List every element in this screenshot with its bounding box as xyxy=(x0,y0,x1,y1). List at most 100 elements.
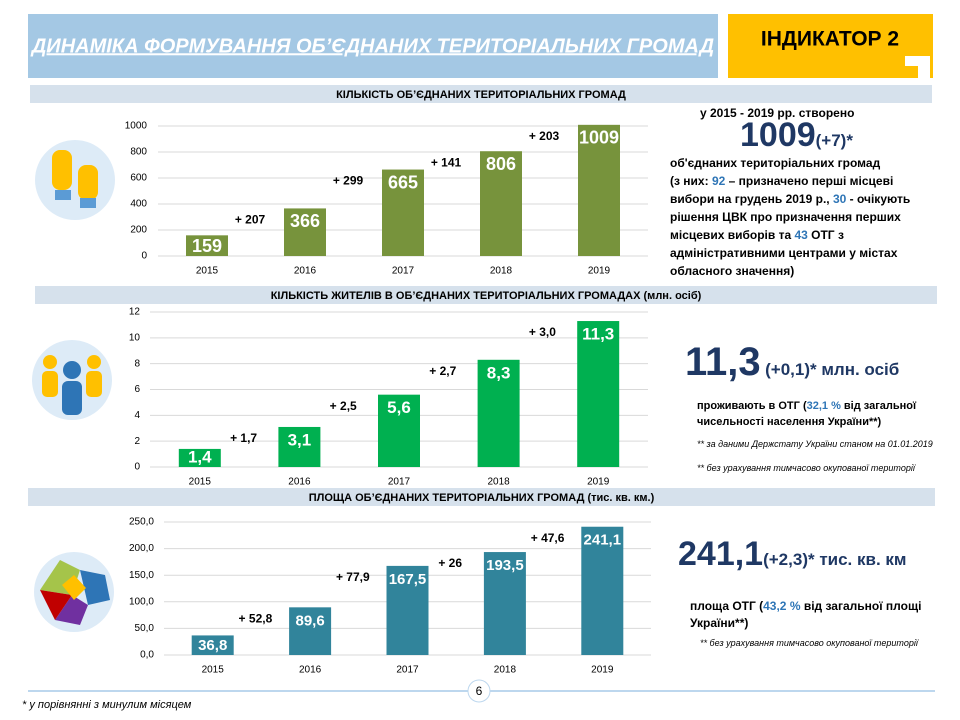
x-tick-label: 2016 xyxy=(288,477,311,488)
chart-title-strip xyxy=(35,286,937,304)
y-tick-label: 400 xyxy=(130,199,147,210)
y-tick-label: 800 xyxy=(130,147,147,158)
bar xyxy=(386,565,429,655)
x-tick-label: 2019 xyxy=(587,477,610,488)
annotation: + 47,6 xyxy=(531,531,565,545)
bar xyxy=(480,151,522,256)
y-tick-label: 250,0 xyxy=(129,517,154,528)
value-label: 89,6 xyxy=(295,612,324,629)
y-tick-label: 600 xyxy=(130,173,147,184)
text: від загальної площі України**) xyxy=(690,599,922,630)
annotation: + 3,0 xyxy=(529,325,556,339)
bar xyxy=(284,208,326,256)
headline-value: 11,3 xyxy=(685,340,761,384)
icon-map xyxy=(34,552,114,632)
x-tick-label: 2019 xyxy=(588,266,611,277)
value-label: 8,3 xyxy=(487,363,511,382)
y-tick-label: 200,0 xyxy=(129,543,154,554)
text: ОТГ з адміністративними центрами у міста… xyxy=(670,228,898,278)
text: 43 xyxy=(794,228,808,242)
icon-people xyxy=(32,340,112,420)
y-tick-label: 2 xyxy=(134,436,140,447)
value-label: 665 xyxy=(388,172,418,192)
text: площа ОТГ ( xyxy=(690,599,764,613)
bar xyxy=(483,552,526,655)
bar xyxy=(578,124,620,256)
value-label: 1009 xyxy=(579,128,619,148)
annotation: + 77,9 xyxy=(336,570,370,584)
y-tick-label: 8 xyxy=(134,358,140,369)
y-tick-label: 0,0 xyxy=(140,650,154,661)
value-label: 167,5 xyxy=(389,571,427,588)
bar xyxy=(577,321,620,467)
text: об'єднаних територіальних громад xyxy=(670,156,881,170)
bar xyxy=(477,359,520,467)
footnote: * у порівнянні з минулим місяцем xyxy=(22,699,192,711)
value-label: 5,6 xyxy=(387,398,411,417)
page-circle xyxy=(467,679,491,703)
text: від загальної чисельності населення Укра… xyxy=(697,400,917,428)
bar xyxy=(382,169,424,256)
lead: у 2015 - 2019 рр. створено xyxy=(700,106,855,120)
y-tick-label: 50,0 xyxy=(135,623,155,634)
text: (з них: xyxy=(670,174,712,188)
annotation: + 52,8 xyxy=(239,612,273,626)
bar xyxy=(186,235,228,256)
value-label: 1,4 xyxy=(188,447,212,466)
annotation: + 26 xyxy=(438,556,462,570)
bar xyxy=(378,394,420,467)
description: площа ОТГ (43,2 % від загальної площі Ук… xyxy=(690,598,940,632)
value-label: 366 xyxy=(290,211,320,231)
text: проживають в ОТГ ( xyxy=(697,400,807,412)
bar xyxy=(278,426,321,467)
y-tick-label: 6 xyxy=(134,384,140,395)
y-tick-label: 150,0 xyxy=(129,570,154,581)
annotation: + 141 xyxy=(431,155,462,169)
headline: 1009(+7)* xyxy=(740,116,853,155)
chart-title: ПЛОЩА ОБ’ЄДНАНИХ ТЕРИТОРІАЛЬНИХ ГРОМАД (… xyxy=(309,492,655,504)
x-tick-label: 2018 xyxy=(490,266,513,277)
value-label: 36,8 xyxy=(198,637,227,654)
annotation: + 2,7 xyxy=(429,364,456,378)
value-label: 241,1 xyxy=(584,532,622,549)
y-tick-label: 0 xyxy=(141,251,147,262)
y-tick-label: 4 xyxy=(134,410,140,421)
text: 30 xyxy=(832,192,847,206)
headline-change: (+7)* xyxy=(815,131,853,150)
x-tick-label: 2016 xyxy=(299,665,322,676)
y-tick-label: 100,0 xyxy=(129,596,154,607)
x-tick-label: 2015 xyxy=(202,665,225,676)
header-title: ДИНАМІКА ФОРМУВАННЯ ОБ’ЄДНАНИХ ТЕРИТОРІА… xyxy=(30,35,714,57)
note: ** без урахування тимчасово окупованої т… xyxy=(700,638,918,648)
note: ** за даними Держстату України станом на… xyxy=(697,439,933,449)
x-tick-label: 2018 xyxy=(494,665,517,676)
note: ** без урахування тимчасово окупованої т… xyxy=(697,463,915,473)
text: – призначено перші місцеві вибори на гру… xyxy=(670,174,894,206)
text: 92 xyxy=(711,174,726,188)
chart-title: КІЛЬКІСТЬ ЖИТЕЛІВ В ОБ’ЄДНАНИХ ТЕРИТОРІА… xyxy=(271,290,702,302)
indicator: ІНДИКАТОР 2 xyxy=(761,28,899,51)
y-tick-label: 0 xyxy=(134,462,140,473)
headline: 241,1(+2,3)* тис. кв. км xyxy=(678,535,906,574)
x-tick-label: 2017 xyxy=(396,665,419,676)
y-tick-label: 1000 xyxy=(125,121,148,132)
value-label: 11,3 xyxy=(582,325,614,344)
headline-value: 241,1 xyxy=(678,535,764,573)
chart-title-strip xyxy=(30,85,932,103)
indicator-box xyxy=(728,14,933,78)
value-label: 159 xyxy=(192,236,222,256)
x-tick-label: 2017 xyxy=(392,266,415,277)
header-box xyxy=(28,14,718,78)
bar xyxy=(581,526,624,655)
text: 43,2 % xyxy=(763,599,801,613)
bar xyxy=(289,607,332,655)
annotation: + 299 xyxy=(333,174,364,188)
bar xyxy=(178,448,221,467)
x-tick-label: 2015 xyxy=(189,477,212,488)
y-tick-label: 200 xyxy=(130,225,147,236)
corner-deco xyxy=(905,56,930,78)
headline-change: (+0,1)* млн. осіб xyxy=(765,360,900,379)
y-tick-label: 12 xyxy=(129,307,141,318)
x-tick-label: 2018 xyxy=(487,477,510,488)
